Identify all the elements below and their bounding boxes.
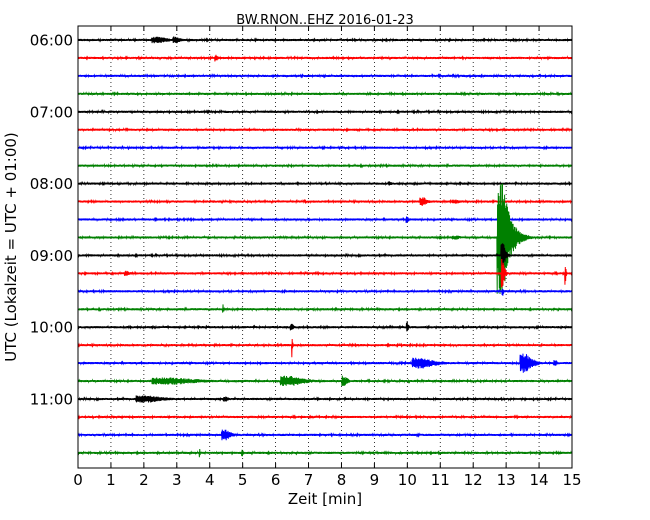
x-tick-label: 9 (370, 471, 380, 489)
tick-layer: 0 1 2 3 4 5 6 7 8 9 10 11 12 13 14 1506:0007:0008:0009:… (30, 26, 582, 489)
trace-09:30 (77, 288, 573, 296)
trace-07:45 (77, 162, 573, 169)
trace-07:15 (77, 127, 573, 133)
y-tick-label: 09:00 (30, 247, 73, 265)
x-tick-label: 2 (139, 471, 149, 489)
y-axis-label: UTC (Lokalzeit = UTC + 01:00) (2, 132, 20, 362)
trace-07:30 (77, 144, 573, 151)
plot-frame (77, 25, 573, 469)
trace-06:15 (77, 54, 573, 62)
y-tick-label: 10:00 (30, 319, 73, 337)
trace-09:15 (77, 258, 573, 288)
x-tick-label: 11 (431, 471, 450, 489)
x-tick-label: 8 (337, 471, 347, 489)
x-tick-label: 7 (304, 471, 314, 489)
trace-11:30 (77, 429, 573, 441)
trace-11:15 (77, 414, 573, 420)
trace-07:00 (77, 109, 573, 115)
trace-10:45 (77, 375, 573, 387)
trace-08:30 (77, 216, 573, 223)
trace-10:15 (77, 339, 573, 358)
trace-10:30 (77, 353, 573, 373)
trace-06:45 (77, 91, 573, 97)
trace-06:00 (77, 36, 573, 44)
y-tick-label: 07:00 (30, 103, 73, 121)
y-tick-label: 11:00 (30, 391, 73, 409)
trace-layer (77, 36, 573, 458)
x-tick-label: 4 (205, 471, 215, 489)
trace-11:00 (77, 395, 573, 403)
x-tick-label: 12 (464, 471, 483, 489)
x-axis-label: Zeit [min] (288, 490, 362, 508)
y-tick-label: 08:00 (30, 175, 73, 193)
x-tick-label: 1 (106, 471, 116, 489)
x-tick-label: 3 (172, 471, 182, 489)
x-tick-label: 15 (562, 471, 581, 489)
x-tick-label: 14 (530, 471, 549, 489)
x-tick-label: 10 (398, 471, 417, 489)
trace-11:45 (77, 448, 573, 458)
trace-10:00 (77, 321, 573, 332)
trace-09:45 (77, 304, 573, 313)
x-tick-label: 5 (238, 471, 248, 489)
y-tick-label: 06:00 (30, 32, 73, 50)
x-tick-label: 6 (271, 471, 281, 489)
trace-08:45 (77, 183, 573, 295)
x-tick-label: 0 (73, 471, 83, 489)
trace-06:30 (77, 73, 573, 79)
chart-title: BW.RNON..EHZ 2016-01-23 (236, 13, 414, 28)
trace-08:00 (77, 180, 573, 187)
trace-08:15 (77, 197, 573, 206)
trace-09:00 (77, 243, 573, 271)
x-tick-label: 13 (497, 471, 516, 489)
